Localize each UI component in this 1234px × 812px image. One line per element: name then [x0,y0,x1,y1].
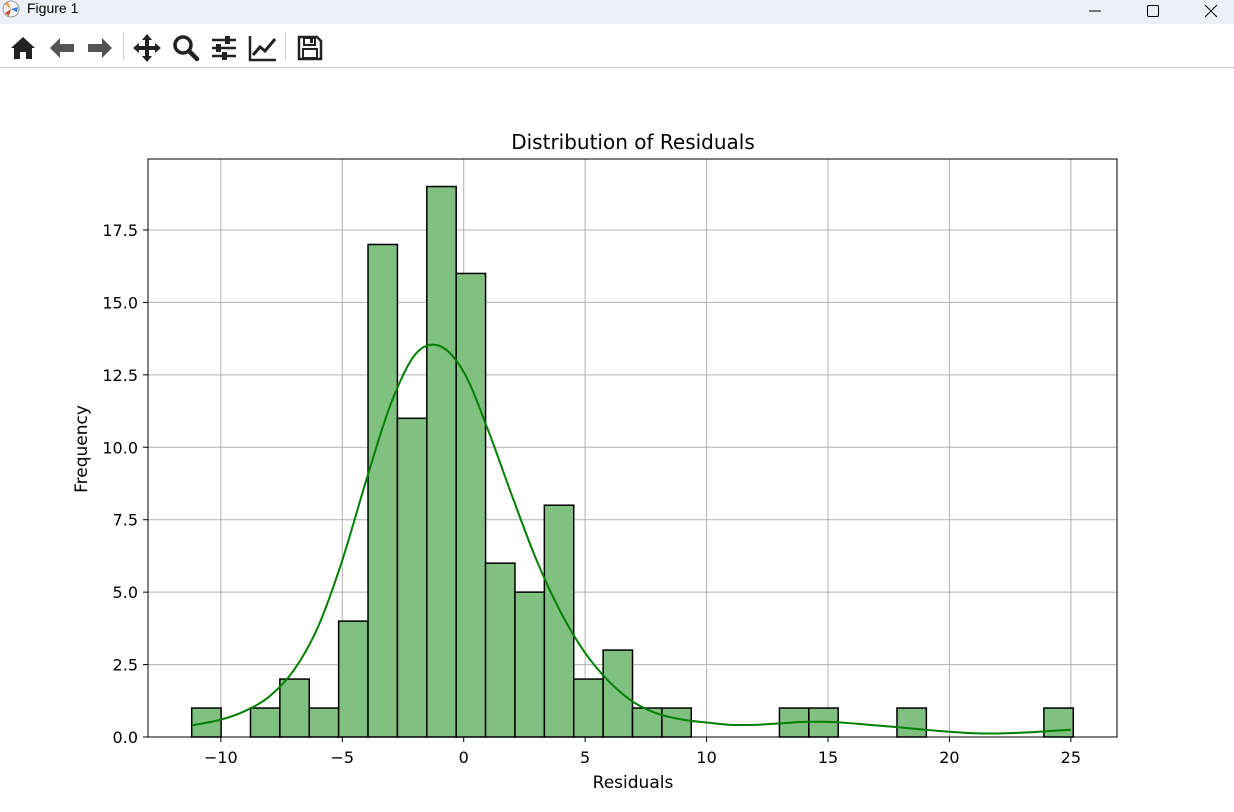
close-icon [1204,4,1218,18]
home-icon [11,37,35,59]
maximize-icon [1147,5,1159,17]
y-tick-label: 10.0 [102,438,138,457]
y-axis-label: Frequency [72,405,92,493]
histogram-bar [1043,707,1075,738]
y-tick-label: 12.5 [102,366,138,385]
histogram-bars [190,185,1075,738]
zoom-button[interactable] [171,33,201,63]
y-axis-ticks: 0.0 2.5 5.0 7.5 10.0 12.5 15.0 17.5 [102,221,148,747]
histogram-chart: −10 −5 0 5 10 15 20 25 0.0 2.5 5.0 7.5 10.0 12.5 15.0… [72,130,1118,793]
pan-button[interactable] [132,33,162,63]
minimize-button[interactable] [1072,0,1118,22]
forward-icon [88,38,112,58]
grid-lines [148,159,1117,738]
x-tick-label: 0 [459,748,469,767]
save-icon [297,35,323,61]
histogram-bar [367,243,399,738]
window-titlebar: Figure 1 [0,0,1234,24]
edit-axis-icon [248,36,277,62]
matplotlib-logo-icon [2,0,20,18]
histogram-bar [455,272,487,738]
configure-subplots-icon [212,36,236,60]
toolbar-separator [123,32,124,60]
histogram-bar [484,562,516,738]
configure-subplots-button[interactable] [209,33,239,63]
histogram-bar [426,185,457,738]
maximize-button[interactable] [1130,0,1176,22]
histogram-bar [661,707,693,738]
plot-frame [147,158,1118,738]
x-tick-label: 15 [818,748,838,767]
histogram-bar [396,417,428,738]
histogram-bar [896,707,928,738]
x-tick-label: 20 [939,748,959,767]
back-icon [50,38,74,58]
pan-icon [133,34,161,62]
y-tick-label: 5.0 [113,583,138,602]
y-tick-label: 2.5 [113,656,138,675]
x-axis-label: Residuals [593,773,674,793]
kde-curve [191,343,1071,735]
window-title: Figure 1 [27,0,79,16]
toolbar-separator [285,32,286,60]
home-button[interactable] [8,33,38,63]
histogram-bar [631,707,663,738]
histogram-bar [572,678,604,738]
histogram-bar [279,678,311,738]
forward-button[interactable] [85,33,115,63]
navigation-toolbar [0,24,1234,68]
y-tick-label: 15.0 [102,293,138,312]
y-tick-label: 7.5 [113,511,138,530]
histogram-bar [602,649,634,738]
zoom-icon [173,35,200,62]
histogram-bar [543,504,575,738]
histogram-bar [249,707,281,738]
histogram-bar [337,620,369,738]
x-tick-label: 25 [1061,748,1081,767]
x-tick-label: −5 [330,748,354,767]
y-tick-label: 17.5 [102,221,138,240]
x-tick-label: −10 [204,748,238,767]
save-button[interactable] [295,33,325,63]
histogram-bar [308,707,340,738]
x-tick-label: 10 [696,748,716,767]
y-tick-label: 0.0 [113,728,138,747]
edit-axis-button[interactable] [248,33,278,63]
x-tick-label: 5 [580,748,590,767]
minimize-icon [1089,10,1101,12]
histogram-bar [514,591,546,738]
back-button[interactable] [47,33,77,63]
x-axis-ticks: −10 −5 0 5 10 15 20 25 [204,737,1081,767]
close-button[interactable] [1188,0,1234,22]
chart-title: Distribution of Residuals [511,130,755,154]
